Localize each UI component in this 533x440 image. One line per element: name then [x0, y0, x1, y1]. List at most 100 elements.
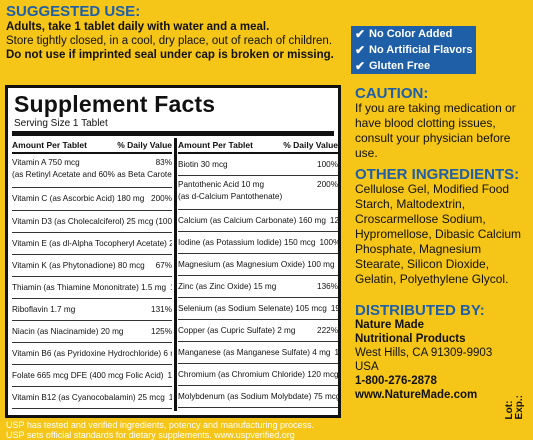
nutrient-name: Selenium (as Sodium Selenate) 105 mcg	[178, 304, 327, 313]
nutrient-name: Pantothenic Acid 10 mg	[178, 180, 265, 189]
column-header: Amount Per Tablet % Daily Value	[178, 138, 338, 154]
distributor-website: www.NatureMade.com	[355, 389, 478, 401]
daily-value: 200%	[317, 180, 338, 189]
nutrient-row: Chromium (as Chromium Chloride) 120 mcg3…	[178, 364, 338, 386]
suggested-use-line: Store tightly closed, in a cool, dry pla…	[6, 35, 333, 47]
nutrient-row: Vitamin B12 (as Cyanocobalamin) 25 mcg10…	[12, 387, 172, 409]
claim-label: No Artificial Flavors	[369, 44, 473, 56]
caution-heading: CAUTION:	[355, 85, 429, 102]
facts-thick-rule	[12, 131, 334, 136]
nutrient-row: Pantothenic Acid 10 mg 200% (as d-Calcium …	[178, 176, 338, 210]
nutrient-name: Magnesium (as Magnesium Oxide) 100 mg	[178, 260, 335, 269]
nutrient-name: Biotin 30 mcg	[178, 160, 228, 169]
caution-text: If you are taking medication or have blo…	[355, 101, 516, 160]
nutrient-name: (as Retinyl Acetate and 60% as Beta Caro…	[12, 170, 172, 179]
nutrient-name: Vitamin B12 (as Cyanocobalamin) 25 mcg	[12, 393, 165, 402]
column-header: Amount Per Tablet % Daily Value	[12, 138, 172, 154]
nutrient-row: Manganese (as Manganese Sulfate) 4 mg174…	[178, 342, 338, 364]
daily-value: 83%	[155, 158, 172, 167]
exp-label: Exp.:	[514, 395, 525, 420]
daily-value: 125%	[151, 327, 172, 336]
usp-statement: USP has tested and verified ingredients,…	[6, 420, 314, 440]
nutrient-row: Selenium (as Sodium Selenate) 105 mcg191…	[178, 298, 338, 320]
nutrient-row: Vitamin A 750 mcg 83% (as Retinyl Acetate …	[12, 154, 172, 188]
daily-value	[334, 192, 338, 204]
usp-line: USP has tested and verified ingredients,…	[6, 420, 315, 430]
nutrient-name: Iodine (as Potassium Iodide) 150 mcg	[178, 238, 316, 247]
daily-value: 24%	[335, 260, 338, 272]
suggested-use-text: Adults, take 1 tablet daily with water a…	[6, 20, 336, 62]
other-ingredients-text: Cellulose Gel, Modified Food Starch, Mal…	[355, 182, 522, 286]
serving-size: Serving Size 1 Tablet	[14, 118, 108, 129]
nutrient-name: Folate 665 mcg DFE (400 mcg Folic Acid)	[12, 371, 164, 380]
daily-value: 131%	[151, 305, 172, 314]
nutrient-row: Vitamin C (as Ascorbic Acid) 180 mg 200%	[12, 188, 172, 211]
suggested-use-heading: SUGGESTED USE:	[6, 3, 141, 20]
dv-header: % Daily Value	[117, 140, 172, 150]
nutrient-name: Calcium (as Calcium Carbonate) 160 mg	[178, 216, 326, 225]
nutrient-row: Molybdenum (as Sodium Molybdate) 75 mcg1…	[178, 386, 338, 408]
nutrient-row: Riboflavin 1.7 mg 131%	[12, 299, 172, 321]
nutrient-name: Niacin (as Niacinamide) 20 mg	[12, 327, 124, 336]
supplement-facts-panel: Supplement Facts Serving Size 1 Tablet A…	[5, 85, 341, 418]
nutrient-name: Vitamin A 750 mcg	[12, 158, 80, 167]
daily-value: 136%	[317, 282, 338, 291]
nutrient-row: Zinc (as Zinc Oxide) 15 mg 136%	[178, 276, 338, 298]
daily-value: 222%	[317, 326, 338, 335]
facts-column-left: Amount Per Tablet % Daily Value Vitamin …	[12, 138, 172, 409]
nutrient-row: Vitamin K (as Phytonadione) 80 mcg 67%	[12, 255, 172, 277]
claim-label: Gluten Free	[369, 60, 431, 72]
daily-value: 200%	[151, 194, 172, 203]
daily-value: 100%	[317, 160, 338, 169]
lot-exp-marks: Lot: Exp.:	[504, 395, 525, 420]
daily-value: 125%	[166, 283, 172, 295]
nutrient-name: Riboflavin 1.7 mg	[12, 305, 76, 314]
claim-label: No Color Added	[369, 28, 453, 40]
facts-column-right: Amount Per Tablet % Daily Value Biotin 3…	[178, 138, 338, 408]
nutrient-name: Manganese (as Manganese Sulfate) 4 mg	[178, 348, 331, 357]
claim-item: ✔ Gluten Free	[351, 58, 476, 74]
nutrient-row: Copper (as Cupric Sulfate) 2 mg 222%	[178, 320, 338, 342]
nutrient-row: Magnesium (as Magnesium Oxide) 100 mg24%	[178, 254, 338, 276]
nutrient-row: Vitamin B6 (as Pyridoxine Hydrochloride)…	[12, 343, 172, 365]
claim-item: ✔ No Color Added	[351, 26, 476, 42]
nutrient-name: Vitamin C (as Ascorbic Acid) 180 mg	[12, 194, 145, 203]
amount-header: Amount Per Tablet	[178, 140, 253, 150]
claim-item: ✔ No Artificial Flavors	[351, 42, 476, 58]
nutrient-name: Zinc (as Zinc Oxide) 15 mg	[178, 282, 277, 291]
check-icon: ✔	[355, 59, 366, 73]
distributor-name-2: Nutritional Products	[355, 333, 466, 345]
amount-header: Amount Per Tablet	[12, 140, 87, 150]
daily-value: 167%	[167, 371, 172, 380]
nutrient-row: Vitamin D3 (as Cholecalciferol) 25 mcg (…	[12, 211, 172, 233]
distributor-info: Nature Made Nutritional Products West Hi…	[355, 318, 515, 402]
nutrient-name: Vitamin E (as dl-Alpha Tocopheryl Acetat…	[12, 239, 172, 248]
daily-value: 1042%	[165, 393, 172, 405]
nutrient-row: Thiamin (as Thiamine Mononitrate) 1.5 mg…	[12, 277, 172, 299]
usp-line: USP sets official standards for dietary …	[6, 430, 295, 440]
nutrient-name: Copper (as Cupric Sulfate) 2 mg	[178, 326, 296, 335]
claims-box: ✔ No Color Added ✔ No Artificial Flavors ✔…	[351, 26, 476, 74]
daily-value: 12%	[329, 216, 338, 225]
distributed-heading: DISTRIBUTED BY:	[355, 302, 485, 319]
nutrient-name: Vitamin K (as Phytonadione) 80 mcg	[12, 261, 145, 270]
nutrient-name: Chromium (as Chromium Chloride) 120 mcg	[178, 370, 338, 379]
nutrient-name: Vitamin B6 (as Pyridoxine Hydrochloride)…	[12, 349, 172, 358]
daily-value: 191%	[330, 304, 338, 313]
other-ingredients-heading: OTHER INGREDIENTS:	[355, 166, 520, 183]
distributor-country: USA	[355, 361, 379, 373]
nutrient-row: Niacin (as Niacinamide) 20 mg 125%	[12, 321, 172, 343]
distributor-address: West Hills, CA 91309-9903	[355, 347, 493, 359]
check-icon: ✔	[355, 43, 366, 57]
distributor-name: Nature Made	[355, 319, 425, 331]
daily-value: 67%	[155, 261, 172, 270]
column-divider	[174, 138, 177, 411]
suggested-use-line: Adults, take 1 tablet daily with water a…	[6, 21, 270, 33]
daily-value: 174%	[330, 348, 338, 360]
nutrient-name: (as d-Calcium Pantothenate)	[178, 192, 283, 201]
dv-header: % Daily Value	[283, 140, 338, 150]
nutrient-name: Vitamin D3 (as Cholecalciferol) 25 mcg (…	[12, 217, 172, 226]
nutrient-row: Biotin 30 mcg 100%	[178, 154, 338, 176]
